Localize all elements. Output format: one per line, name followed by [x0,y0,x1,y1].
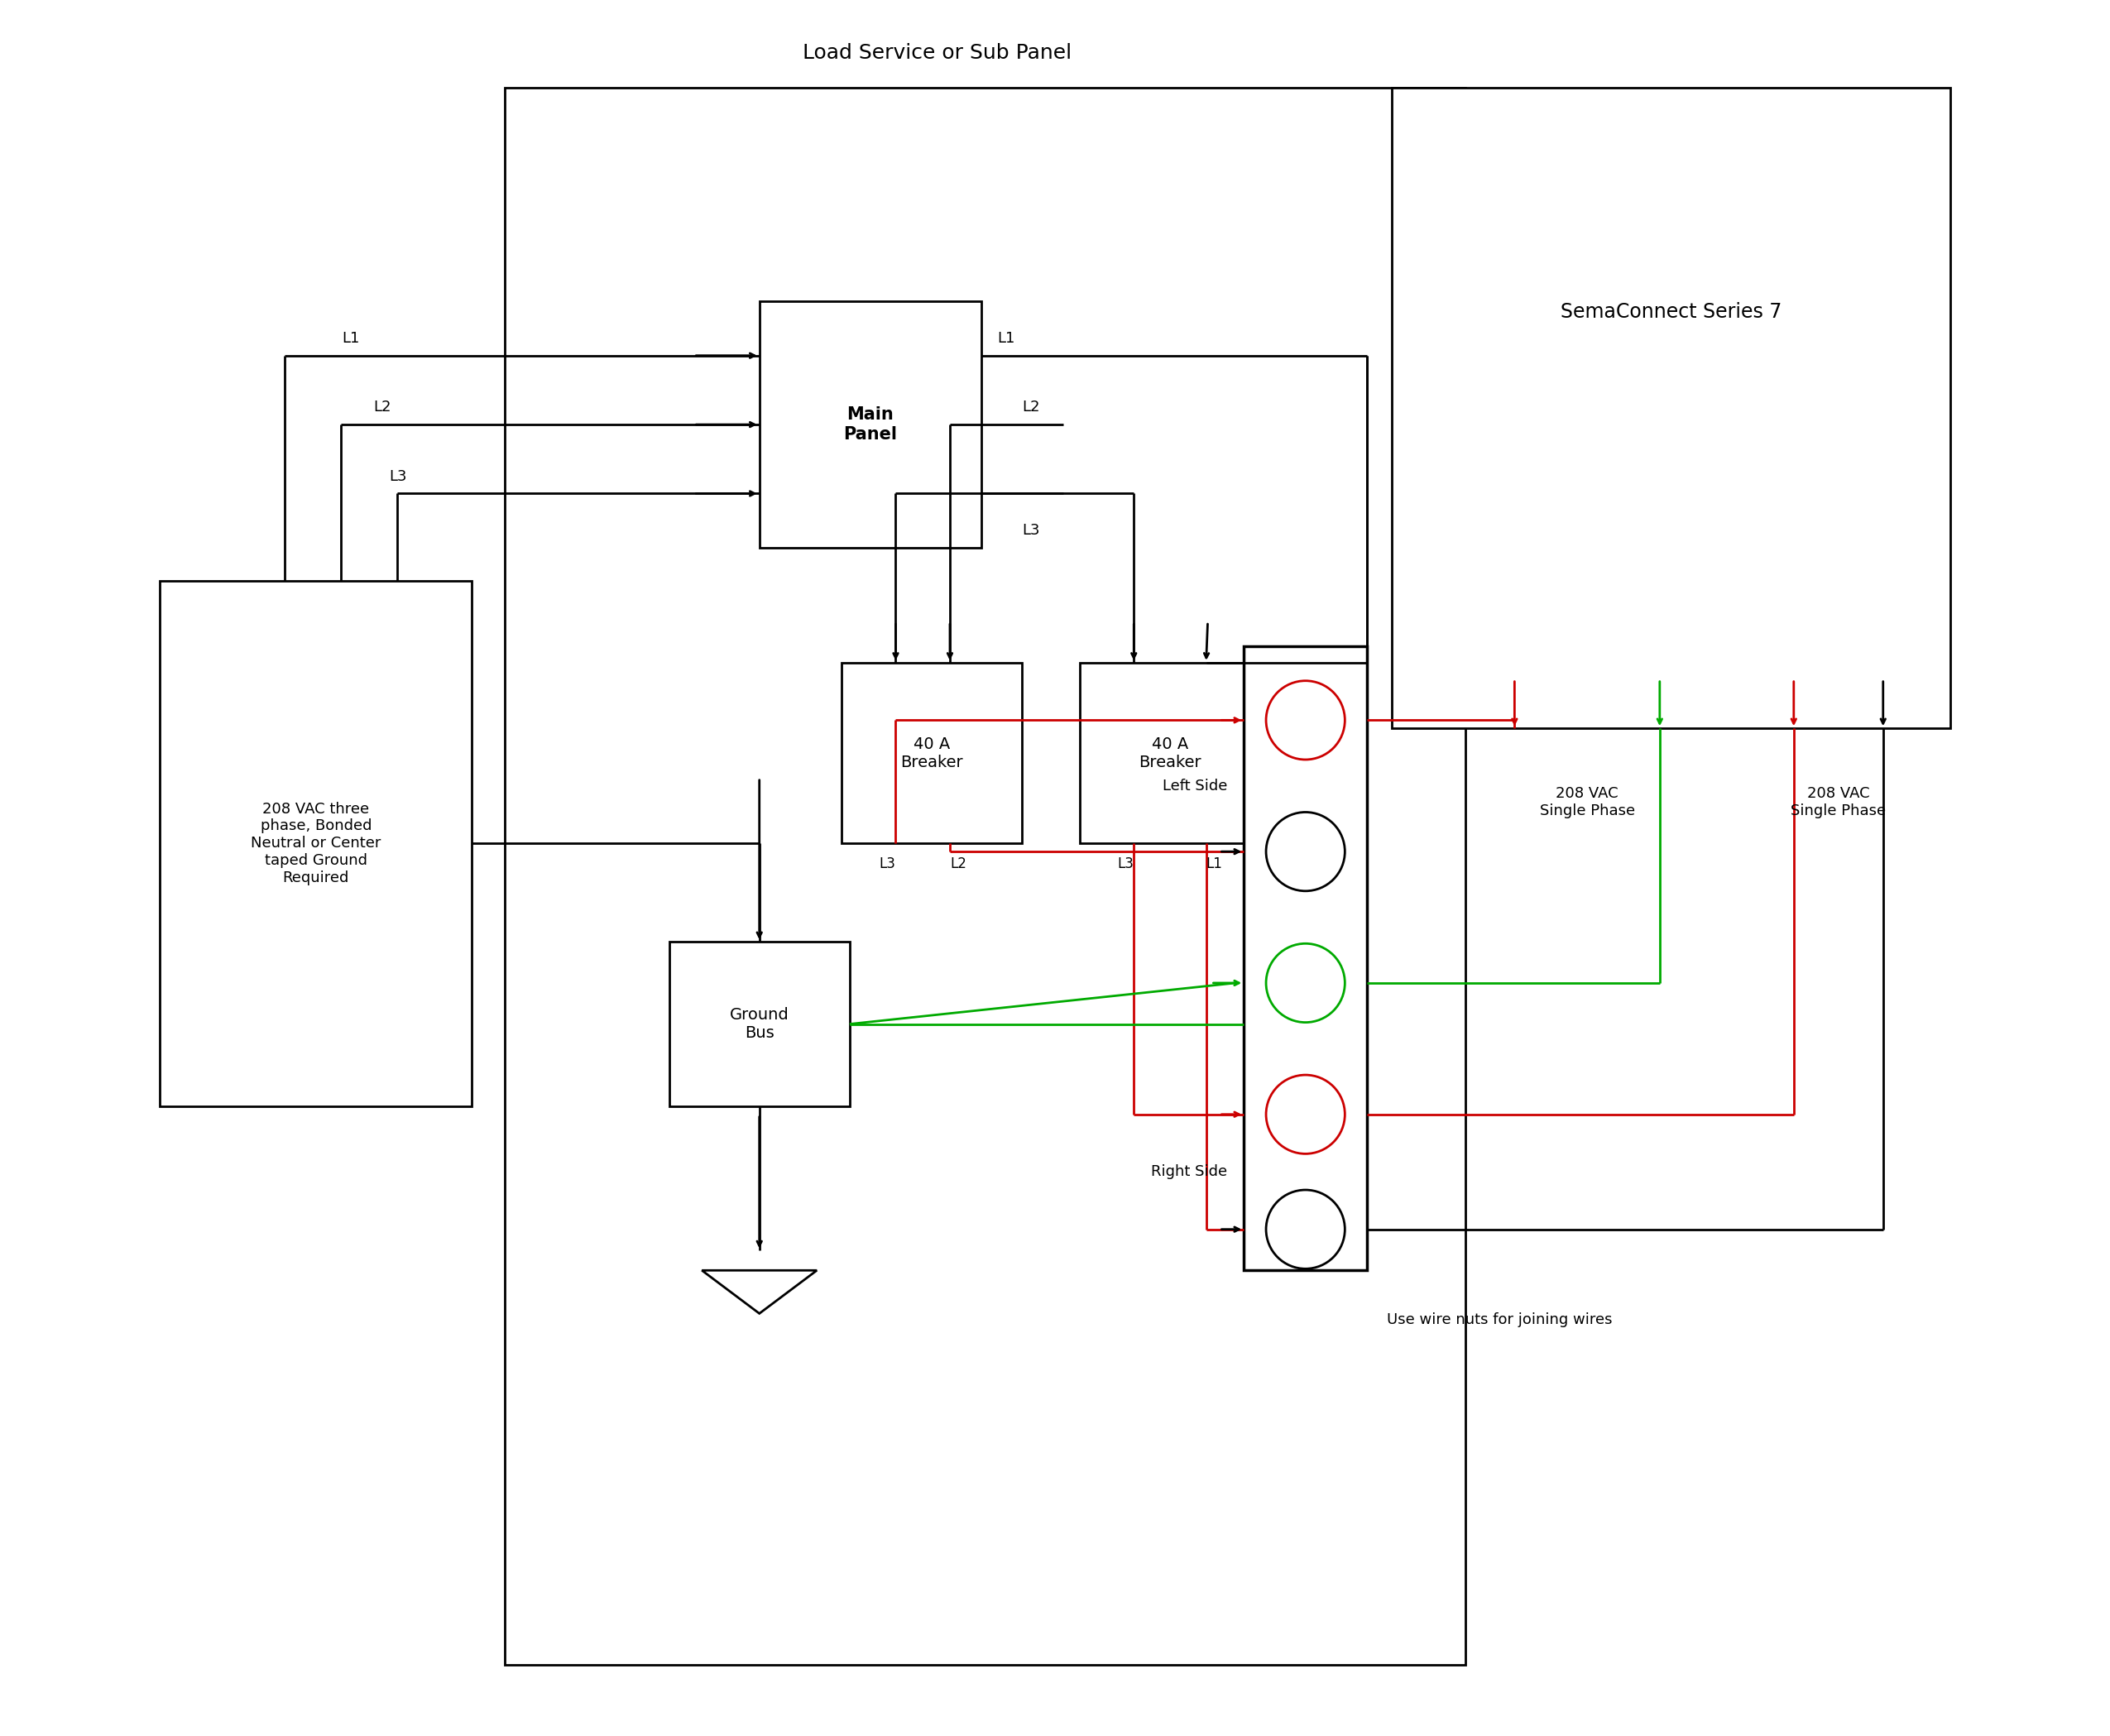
Bar [504,89,1466,1665]
Bar [1080,663,1260,844]
Text: Main
Panel: Main Panel [844,406,897,443]
Text: Ground
Bus: Ground Bus [730,1007,789,1042]
Text: L3: L3 [1118,856,1133,871]
Text: L3: L3 [880,856,897,871]
Bar [669,943,850,1106]
Text: 208 VAC three
phase, Bonded
Neutral or Center
taped Ground
Required: 208 VAC three phase, Bonded Neutral or C… [251,802,382,885]
Circle shape [1266,812,1344,891]
Bar [160,580,473,1106]
Text: L2: L2 [373,399,392,415]
Text: 40 A
Breaker: 40 A Breaker [1139,736,1201,771]
Circle shape [1266,681,1344,760]
Text: L2: L2 [949,856,966,871]
Circle shape [1266,1189,1344,1269]
Text: L1: L1 [1207,856,1222,871]
Text: Left Side: Left Side [1163,778,1228,793]
Text: Load Service or Sub Panel: Load Service or Sub Panel [802,43,1072,62]
Text: L3: L3 [388,469,407,484]
Text: 40 A
Breaker: 40 A Breaker [901,736,962,771]
Text: 208 VAC
Single Phase: 208 VAC Single Phase [1791,786,1886,818]
Text: L1: L1 [342,332,361,345]
Text: SemaConnect Series 7: SemaConnect Series 7 [1559,302,1781,321]
Bar [842,663,1021,844]
Text: L3: L3 [1021,523,1040,538]
Bar [760,302,981,549]
Bar [1245,646,1367,1271]
Text: 208 VAC
Single Phase: 208 VAC Single Phase [1540,786,1635,818]
Circle shape [1266,944,1344,1023]
Text: Use wire nuts for joining wires: Use wire nuts for joining wires [1386,1312,1612,1326]
Circle shape [1266,1075,1344,1154]
Text: L1: L1 [998,332,1015,345]
Text: L2: L2 [1021,399,1040,415]
Text: Right Side: Right Side [1152,1165,1228,1179]
Bar [1393,89,1950,729]
